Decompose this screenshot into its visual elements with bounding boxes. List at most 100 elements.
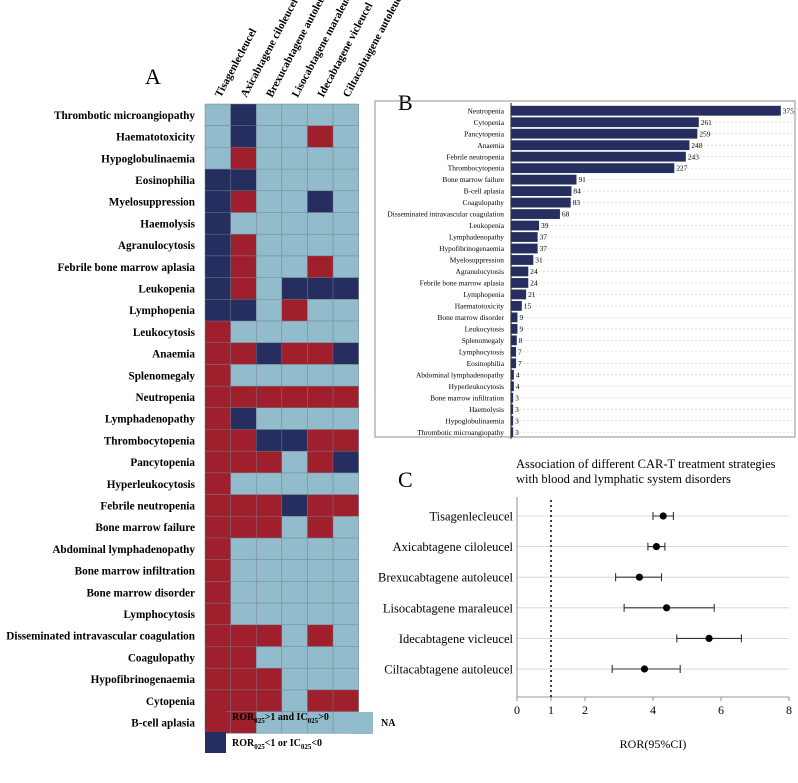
bar	[511, 197, 571, 208]
heatmap-row-label: Neutropenia	[136, 392, 196, 404]
heatmap-row-label: Thrombocytopenia	[104, 435, 196, 447]
heatmap-cell	[281, 125, 308, 148]
legend-swatch-na	[351, 712, 373, 734]
bar-value-label: 243	[688, 152, 699, 161]
forest-title-line-1: Association of different CAR-T treatment…	[516, 457, 776, 471]
heatmap-cell	[333, 603, 359, 625]
bar	[511, 140, 690, 151]
legend-swatch-not-significant	[205, 732, 226, 753]
heatmap-cell	[281, 624, 308, 647]
bar-category-label: Haemolysis	[469, 405, 504, 414]
heatmap-cell	[205, 581, 231, 604]
bar	[511, 174, 577, 185]
heatmap-cell	[256, 104, 282, 126]
bar-value-label: 39	[541, 221, 549, 230]
heatmap-cell	[205, 255, 231, 278]
bar-value-label: 15	[524, 302, 532, 311]
bar-value-label: 3	[515, 393, 519, 402]
bar	[511, 232, 538, 242]
heatmap-cell	[281, 429, 308, 452]
bar-value-label: 4	[516, 370, 520, 379]
forest-row-labels: Tisagenlecleucel Axicabtagene ciloleucel B…	[378, 510, 514, 677]
legend-swatch-significant	[205, 706, 226, 727]
heatmap-cell	[281, 386, 308, 408]
heatmap-cell	[230, 277, 257, 300]
bar-category-label: Neutropenia	[467, 106, 504, 115]
heatmap-cell	[281, 472, 308, 495]
bar	[511, 151, 686, 162]
bar	[511, 220, 540, 231]
heatmap-cell	[333, 125, 359, 148]
bar-value-label: 227	[676, 164, 687, 173]
heatmap-cell	[307, 472, 333, 495]
heatmap-row-label: Hyperleukocytosis	[107, 479, 196, 491]
heatmap-cell	[333, 386, 359, 408]
heatmap-cell	[281, 190, 308, 213]
heatmap-cell	[307, 212, 333, 235]
bar-value-label: 3	[515, 405, 519, 414]
bar-category-label: Leukopenia	[469, 221, 505, 230]
heatmap-cell	[333, 212, 359, 235]
bar-category-label: Anaemia	[477, 141, 504, 150]
heatmap-row-label: Abdominal lymphadenopathy	[52, 544, 195, 556]
heatmap-row-label: Eosinophilia	[135, 175, 195, 187]
forest-x-tick-label: 6	[718, 703, 724, 717]
heatmap-cell	[230, 668, 257, 690]
heatmap-cell	[205, 603, 231, 625]
heatmap-cell	[307, 516, 333, 538]
heatmap-cell	[307, 342, 333, 365]
bar	[511, 381, 514, 392]
heatmap-cell	[256, 364, 282, 387]
heatmap-cell	[230, 234, 257, 256]
bar-category-label: B-cell aplasia	[464, 187, 505, 196]
heatmap-row-label: Pancytopenia	[130, 457, 195, 469]
panel-b-label: B	[398, 90, 413, 115]
heatmap-cell	[256, 689, 282, 712]
bar-category-label: Hyperleukocytosis	[449, 382, 505, 391]
heatmap-cell	[333, 255, 359, 278]
bar-category-label: Bone marrow disorder	[438, 313, 505, 322]
bar-category-label: Agranulocytosis	[456, 267, 505, 276]
bar-category-label: Thrombotic microangiopathy	[417, 428, 504, 437]
bar-category-label: Myelosuppression	[450, 256, 505, 265]
bar	[511, 335, 517, 346]
heatmap-cell	[230, 212, 257, 235]
forest-x-tick-label: 2	[582, 703, 588, 717]
bar-value-label: 21	[528, 290, 536, 299]
bar	[511, 209, 560, 219]
heatmap-cell	[205, 646, 231, 669]
heatmap-cell	[230, 559, 257, 582]
forest-row-label: Ciltacabtagene autoleucel	[384, 663, 513, 677]
heatmap-cell	[256, 190, 282, 213]
bar-category-label: Lymphocytosis	[459, 347, 504, 356]
heatmap-cell	[256, 711, 282, 734]
heatmap-cell	[281, 234, 308, 256]
heatmap-cell	[333, 104, 359, 126]
bar-value-label: 375	[783, 106, 794, 115]
bar	[511, 243, 538, 254]
heatmap-cell	[256, 472, 282, 495]
heatmap-cell	[281, 451, 308, 473]
bar-category-label: Coagulopathy	[463, 198, 505, 207]
bar-category-label: Eosinophilia	[467, 359, 505, 368]
bar-category-label: Thrombocytopenia	[448, 164, 505, 173]
bar-category-label: Leukocytosis	[465, 324, 505, 333]
panel-c-label: C	[398, 467, 413, 492]
heatmap-cell	[307, 386, 333, 408]
heatmap-cell	[281, 321, 308, 343]
heatmap-cell	[205, 472, 231, 495]
heatmap-cell	[307, 277, 333, 300]
heatmap-cell	[205, 668, 231, 690]
heatmap-cell	[281, 255, 308, 278]
heatmap-cell	[333, 668, 359, 690]
heatmap-cell	[281, 299, 308, 321]
bar-value-label: 3	[515, 416, 519, 425]
heatmap-cell	[230, 516, 257, 538]
heatmap-cell	[230, 538, 257, 560]
heatmap-cell	[281, 603, 308, 625]
forest-row-label: Brexucabtagene autoleucel	[378, 571, 514, 585]
heatmap-row-label: Leukopenia	[138, 283, 195, 295]
legend-label-significant: ROR025>1 and IC025>0	[232, 712, 329, 725]
heatmap-cell	[205, 407, 231, 430]
heatmap-cell	[307, 255, 333, 278]
